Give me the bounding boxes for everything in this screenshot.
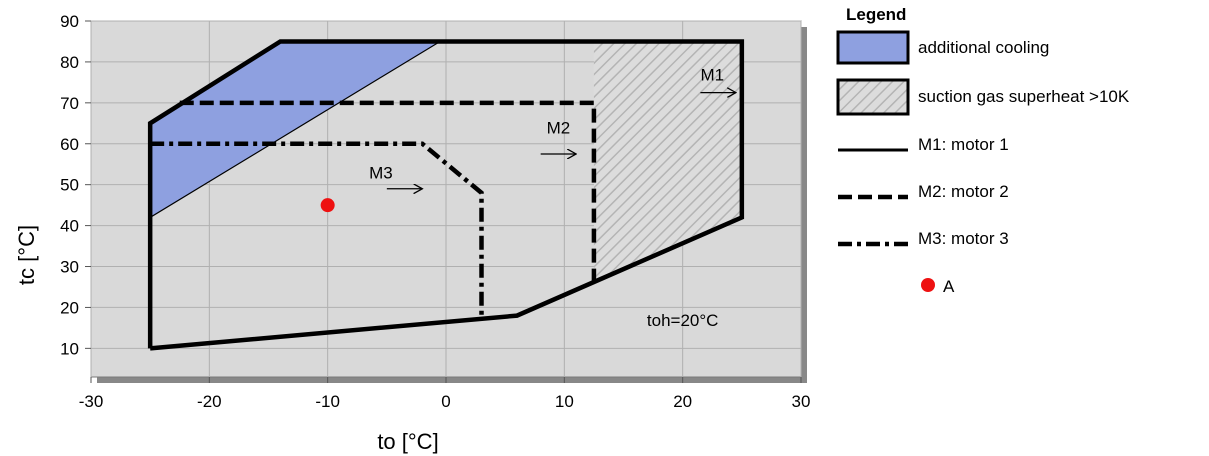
legend-label-m3: M3: motor 3 <box>918 229 1009 248</box>
x-tick-label: 10 <box>555 392 574 411</box>
y-tick-label: 50 <box>60 176 79 195</box>
x-tick-label: -30 <box>79 392 104 411</box>
y-tick-label: 90 <box>60 12 79 31</box>
y-tick-labels: 10 20 30 40 50 60 70 80 90 <box>60 12 91 358</box>
series-lines <box>147 39 745 351</box>
legend-label-m1: M1: motor 1 <box>918 135 1009 154</box>
y-tick-label: 40 <box>60 217 79 236</box>
series-line-m3-motor-3 <box>150 141 484 320</box>
legend-swatch-additional-cooling <box>836 30 910 65</box>
point-a <box>320 198 335 213</box>
y-tick-label: 20 <box>60 298 79 317</box>
x-tick-label: -20 <box>197 392 222 411</box>
annotation-m3: M3 <box>369 164 393 183</box>
x-axis-label: to [°C] <box>377 429 438 454</box>
direction-arrows <box>386 93 736 189</box>
y-tick-label: 80 <box>60 53 79 72</box>
x-tick-label: -10 <box>315 392 340 411</box>
x-tick-label: 20 <box>673 392 692 411</box>
legend-label-superheat: suction gas superheat >10K <box>918 87 1130 106</box>
legend-label-a: A <box>943 277 955 296</box>
region-suction-gas-superheat-10k <box>593 41 742 283</box>
annotation-m2: M2 <box>547 119 571 138</box>
legend-point-a <box>921 278 935 292</box>
y-axis-label: tc [°C] <box>14 225 39 285</box>
annotations: M1 M2 M3 toh=20°C <box>369 65 724 330</box>
legend-label-additional-cooling: additional cooling <box>918 38 1049 57</box>
x-tick-labels: -30 -20 -10 0 10 20 30 <box>79 377 811 411</box>
x-tick-label: 30 <box>792 392 811 411</box>
legend-title: Legend <box>846 5 906 24</box>
points <box>320 198 335 213</box>
legend: Legend additional cooling suction gas su… <box>836 5 1130 296</box>
y-tick-label: 60 <box>60 135 79 154</box>
legend-swatch-superheat <box>836 78 910 116</box>
series-line-m1-motor-1 <box>147 39 745 351</box>
y-tick-label: 30 <box>60 258 79 277</box>
y-tick-label: 70 <box>60 94 79 113</box>
annotation-toh-20-c: toh=20°C <box>647 311 719 330</box>
annotation-m1: M1 <box>700 65 724 84</box>
x-tick-label: 0 <box>441 392 450 411</box>
legend-label-m2: M2: motor 2 <box>918 182 1009 201</box>
y-tick-label: 10 <box>60 339 79 358</box>
